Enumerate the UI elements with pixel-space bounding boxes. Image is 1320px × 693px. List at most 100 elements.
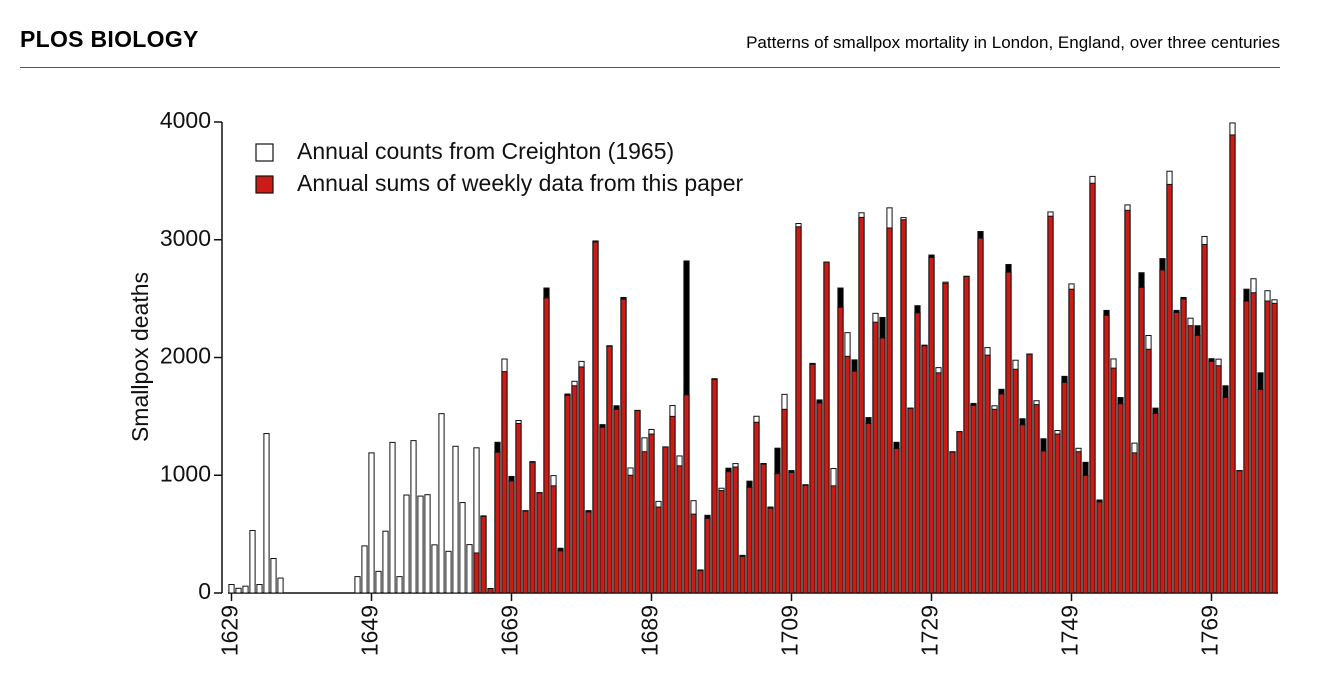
bar-weekly-excess	[1222, 385, 1229, 399]
bar-weekly	[900, 219, 907, 594]
bar-creighton	[466, 544, 473, 594]
bar-weekly	[802, 484, 809, 594]
bar-weekly-excess	[1005, 263, 1012, 273]
bar-weekly	[1103, 314, 1110, 594]
bar-weekly	[760, 463, 767, 594]
bar-weekly	[634, 409, 641, 594]
bar-weekly	[1173, 312, 1180, 594]
bar-weekly	[690, 513, 697, 594]
bar-weekly	[1082, 474, 1089, 594]
bar-weekly	[515, 422, 522, 594]
bar-weekly-excess	[774, 447, 781, 475]
x-tick-label: 1649	[357, 605, 383, 656]
bar-weekly	[753, 421, 760, 594]
bar-weekly-excess	[543, 287, 550, 299]
y-tick-label: 2000	[160, 343, 211, 369]
y-tick-label: 3000	[160, 225, 211, 251]
bar-weekly	[1257, 389, 1264, 594]
bar-weekly-excess	[1082, 461, 1089, 476]
bar-weekly	[1047, 215, 1054, 594]
bar-weekly-excess	[599, 424, 606, 428]
bar-weekly	[872, 321, 879, 594]
bar-creighton	[277, 577, 284, 594]
bar-weekly-excess	[1208, 358, 1215, 362]
bar-weekly-excess	[557, 547, 564, 552]
bar-weekly	[858, 216, 865, 594]
bar-weekly	[1166, 183, 1173, 594]
bar-weekly	[529, 461, 536, 594]
bar-weekly-excess	[1096, 499, 1103, 503]
bar-weekly	[816, 402, 823, 594]
running-title: Patterns of smallpox mortality in London…	[746, 33, 1280, 52]
bar-weekly-excess	[1103, 309, 1110, 316]
bar-creighton	[445, 550, 452, 594]
bar-weekly	[725, 471, 732, 594]
bar-weekly	[536, 492, 543, 594]
bar-weekly-excess	[970, 402, 977, 406]
bar-weekly	[655, 506, 662, 594]
legend-label: Annual counts from Creighton (1965)	[297, 138, 674, 164]
journal-name: PLOS BIOLOGY	[20, 26, 199, 52]
bar-weekly-excess	[928, 254, 935, 259]
bar-weekly	[1145, 348, 1152, 594]
bar-weekly	[1159, 269, 1166, 594]
bar-weekly	[851, 370, 858, 594]
bar-weekly	[1061, 381, 1068, 594]
bar-weekly	[718, 490, 725, 594]
bar-creighton	[263, 433, 270, 594]
bar-weekly	[1124, 209, 1131, 594]
bar-weekly	[1236, 470, 1243, 594]
bar-weekly	[1194, 334, 1201, 594]
header-rule	[20, 67, 1280, 68]
bar-weekly	[1110, 367, 1117, 594]
bar-weekly	[1222, 397, 1229, 594]
bar-weekly-excess	[767, 506, 774, 509]
bar-weekly	[564, 394, 571, 594]
bar-weekly	[879, 337, 886, 594]
bar-weekly	[1215, 365, 1222, 594]
x-tick-label: 1629	[217, 605, 243, 656]
bar-weekly-excess	[725, 467, 732, 473]
bar-weekly-excess	[1138, 272, 1145, 288]
bar-weekly	[1117, 403, 1124, 594]
bar-weekly-excess	[893, 441, 900, 450]
bar-weekly	[1180, 298, 1187, 594]
bar-weekly-excess	[802, 484, 809, 486]
bar-weekly	[1187, 325, 1194, 594]
y-tick-label: 0	[198, 578, 211, 604]
bar-weekly	[676, 465, 683, 594]
bar-weekly	[1019, 424, 1026, 594]
bar-weekly	[641, 451, 648, 594]
bar-weekly	[683, 394, 690, 594]
bar-weekly	[739, 555, 746, 594]
bar-weekly	[1250, 292, 1257, 594]
bar-weekly	[543, 297, 550, 594]
bar-weekly	[578, 366, 585, 594]
bar-weekly-excess	[564, 393, 571, 396]
bar-weekly	[1096, 501, 1103, 594]
bar-weekly	[620, 298, 627, 594]
bar-weekly-excess	[592, 240, 599, 243]
bar-weekly-excess	[851, 359, 858, 372]
y-tick-label: 4000	[160, 107, 211, 133]
bar-creighton	[256, 584, 263, 594]
bar-creighton	[389, 441, 396, 594]
bar-weekly-excess	[1173, 309, 1180, 314]
x-tick-label: 1729	[917, 605, 943, 656]
bar-weekly-excess	[508, 475, 515, 482]
bar-weekly	[928, 257, 935, 594]
legend-label: Annual sums of weekly data from this pap…	[297, 170, 744, 196]
bar-weekly	[942, 282, 949, 594]
bar-weekly	[1012, 368, 1019, 594]
bar-weekly	[606, 345, 613, 594]
bar-weekly	[844, 355, 851, 594]
bar-weekly	[1054, 433, 1061, 594]
bar-weekly-excess	[1019, 418, 1026, 426]
bar-weekly	[732, 466, 739, 594]
bar-weekly-excess	[879, 316, 886, 339]
bar-weekly	[921, 345, 928, 594]
bar-weekly	[914, 312, 921, 594]
bar-creighton	[410, 440, 417, 594]
bar-weekly	[557, 550, 564, 594]
bar-weekly-excess	[998, 388, 1005, 395]
